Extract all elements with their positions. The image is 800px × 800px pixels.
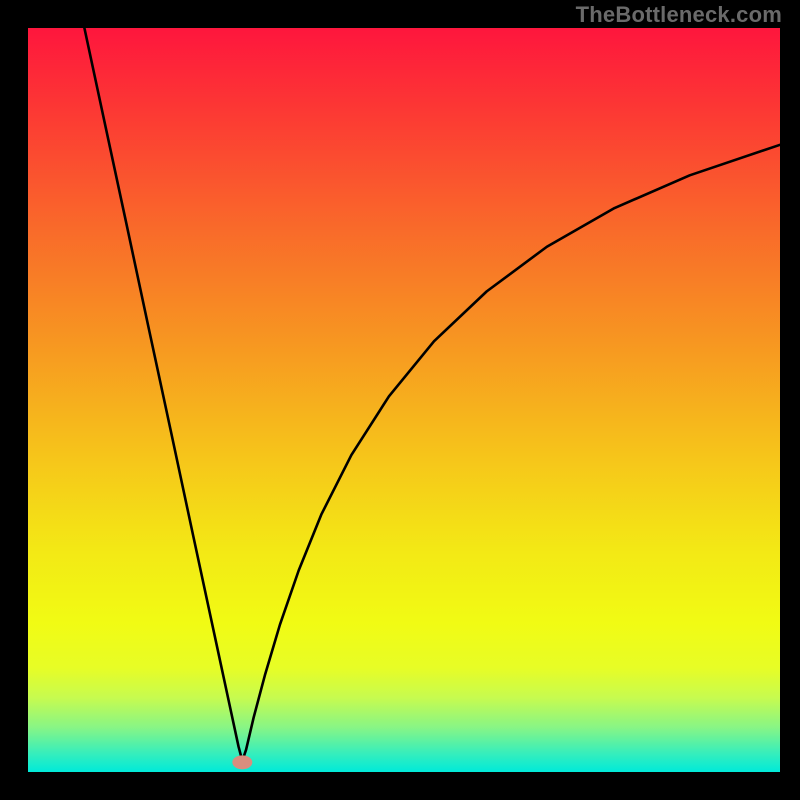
watermark-text: TheBottleneck.com — [576, 2, 782, 28]
chart-frame: TheBottleneck.com — [0, 0, 800, 800]
plot-background — [28, 28, 780, 772]
